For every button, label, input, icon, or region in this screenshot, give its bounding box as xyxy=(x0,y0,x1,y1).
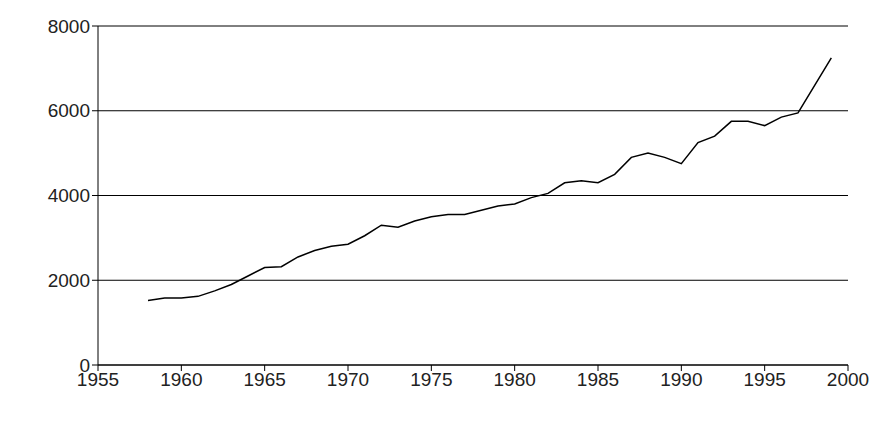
svg-text:1965: 1965 xyxy=(244,369,286,390)
svg-text:4000: 4000 xyxy=(48,185,90,206)
svg-text:2000: 2000 xyxy=(827,369,869,390)
svg-text:1985: 1985 xyxy=(577,369,619,390)
svg-text:1970: 1970 xyxy=(327,369,369,390)
svg-text:6000: 6000 xyxy=(48,100,90,121)
svg-text:1960: 1960 xyxy=(160,369,202,390)
svg-text:1995: 1995 xyxy=(744,369,786,390)
svg-text:0: 0 xyxy=(79,355,90,376)
svg-text:1955: 1955 xyxy=(76,369,120,391)
svg-text:1980: 1980 xyxy=(494,369,536,390)
svg-text:8000: 8000 xyxy=(48,16,90,37)
svg-text:1975: 1975 xyxy=(410,369,452,390)
svg-text:1990: 1990 xyxy=(660,369,702,390)
svg-text:2000: 2000 xyxy=(48,270,90,291)
